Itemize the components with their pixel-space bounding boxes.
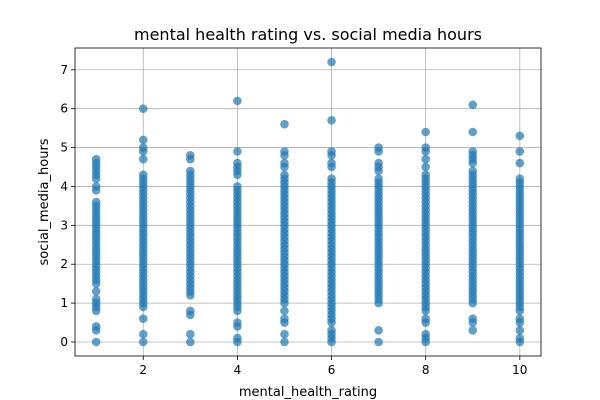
y-tick-label: 5 [60,141,68,155]
data-point [421,162,430,172]
x-axis-ticks: 2 4 6 8 10 [139,356,527,377]
data-point [280,337,289,347]
data-point [515,326,525,335]
data-point [468,314,478,323]
data-point [327,57,336,67]
data-point [374,158,383,168]
data-point [280,147,289,156]
data-point [327,326,336,335]
x-tick-label: 2 [139,363,147,377]
x-tick-label: 10 [512,363,527,377]
data-point [374,337,383,347]
plot-frame [74,47,542,357]
data-point [374,174,383,183]
data-point [91,337,101,347]
data-point [186,306,195,316]
data-point [91,154,101,164]
data-point [327,116,336,125]
data-point [233,318,242,327]
data-point [186,337,195,347]
data-point [421,329,430,339]
data-point [421,170,430,180]
data-point [468,326,478,335]
data-point [138,314,148,323]
x-tick-label: 6 [328,363,336,377]
data-point [280,158,289,168]
data-point [91,294,101,304]
data-point [421,143,430,152]
data-point [280,329,289,339]
data-point [515,158,525,168]
data-point [468,147,478,156]
data-point [421,314,430,323]
data-point [138,104,148,113]
data-point [374,326,383,335]
data-point [280,119,289,129]
y-tick-label: 2 [60,257,68,271]
data-point [138,154,148,164]
data-point [233,158,242,168]
data-point [515,314,525,323]
data-point [138,329,148,339]
data-point [186,151,195,160]
data-point [91,197,101,207]
chart-title: mental health rating vs. social media ho… [134,25,482,44]
data-point [91,182,101,191]
data-points [91,57,525,347]
data-point [138,143,148,152]
x-tick-label: 8 [422,363,430,377]
data-point [91,287,101,296]
y-axis-ticks: 0 1 2 3 4 5 6 7 [60,63,75,349]
data-point [421,154,430,164]
y-tick-label: 0 [60,335,68,349]
x-tick-label: 4 [234,363,242,377]
y-tick-label: 4 [60,179,68,193]
data-point [280,314,289,323]
data-point [374,143,383,152]
y-tick-label: 6 [60,102,68,116]
data-point [233,147,242,156]
data-point [138,337,148,347]
data-point [515,131,525,141]
data-point [515,333,525,343]
data-point [421,127,430,137]
data-point [138,170,148,180]
data-point [233,96,242,106]
data-point [327,174,336,183]
data-point [233,182,242,191]
data-point [327,147,336,156]
data-point [468,127,478,137]
y-tick-label: 3 [60,218,68,232]
y-axis-label: social_media_hours [37,138,52,265]
data-point [138,135,148,145]
x-axis-label: mental_health_rating [239,385,377,400]
data-point [515,147,525,156]
data-point [233,333,242,343]
data-point [91,322,101,331]
y-tick-label: 7 [60,63,68,77]
data-point [186,329,195,339]
data-point [515,174,525,183]
data-point [186,166,195,176]
data-point [280,306,289,316]
data-point [468,100,478,110]
data-point [327,158,336,168]
data-point [280,170,289,180]
data-point [468,166,478,176]
y-tick-label: 1 [60,296,68,310]
